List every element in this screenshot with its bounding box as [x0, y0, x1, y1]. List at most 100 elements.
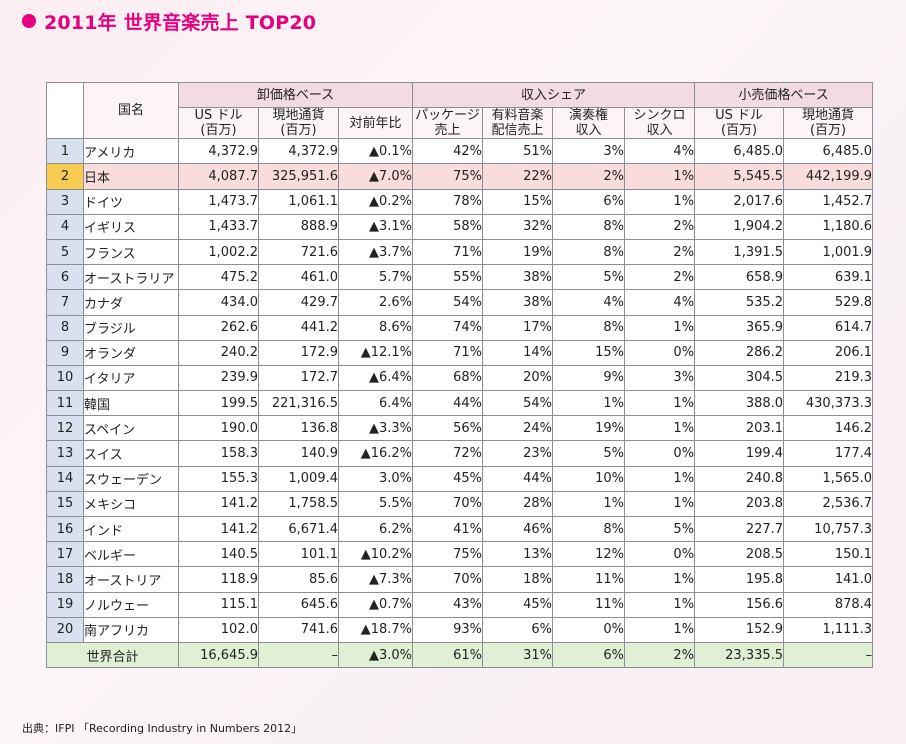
performance-cell: 11% [552, 566, 626, 593]
retail-usd-header: US ドル (百万) [694, 107, 785, 140]
sync-cell: 1% [624, 390, 696, 417]
table-row: 6 オーストラリア 475.2 461.0 5.7% 55% 38% 5% 2% 658.9 639… [46, 264, 874, 291]
download-cell: 44% [482, 465, 554, 492]
retail-usd-cell: 208.5 [694, 541, 785, 568]
download-cell: 38% [482, 264, 554, 291]
country-cell: フランス [83, 238, 179, 266]
retail-local-cell: 177.4 [783, 440, 874, 467]
yoy-cell: ▲10.2% [337, 541, 414, 568]
wholesale-usd-cell: 141.2 [178, 515, 259, 543]
performance-cell: 15% [552, 339, 626, 366]
rank-header [46, 81, 84, 140]
yoy-cell: ▲3.7% [337, 238, 414, 266]
retail-local-cell: 529.8 [783, 289, 874, 316]
download-cell: 13% [482, 541, 554, 568]
wholesale-usd-cell: 1,433.7 [178, 213, 259, 240]
retail-usd-cell: 286.2 [694, 339, 785, 366]
retail-usd-cell: 304.5 [694, 364, 785, 392]
rank-cell: 6 [46, 264, 84, 291]
total-download: 31% [482, 641, 554, 669]
performance-cell: 10% [552, 465, 626, 492]
table-row: 18 オーストリア 118.9 85.6 ▲7.3% 70% 18% 11% 1% 195.8 14… [46, 566, 874, 593]
performance-cell: 8% [552, 314, 626, 341]
wholesale-local-cell: 1,758.5 [258, 490, 339, 518]
country-cell: イタリア [83, 364, 179, 392]
download-cell: 51% [482, 138, 554, 165]
table-row: 3 ドイツ 1,473.7 1,061.1 ▲0.2% 78% 15% 6% 1% 2,017.6… [46, 188, 874, 215]
package-cell: 45% [412, 465, 484, 492]
revenue-group-header: 収入シェア [412, 81, 696, 109]
retail-local-cell: 2,536.7 [783, 490, 874, 518]
retail-usd-cell: 6,485.0 [694, 138, 785, 165]
total-retail-local: – [783, 641, 874, 669]
yoy-header: 対前年比 [337, 107, 414, 140]
yoy-cell: ▲3.1% [337, 213, 414, 240]
performance-cell: 2% [552, 163, 626, 190]
rank-cell: 16 [46, 515, 84, 543]
yoy-cell: ▲0.2% [337, 188, 414, 215]
wholesale-local-cell: 1,009.4 [258, 465, 339, 492]
sync-cell: 2% [624, 213, 696, 240]
performance-cell: 0% [552, 616, 626, 643]
package-cell: 71% [412, 238, 484, 266]
download-cell: 32% [482, 213, 554, 240]
sync-cell: 1% [624, 616, 696, 643]
retail-local-cell: 10,757.3 [783, 515, 874, 543]
rank-cell: 5 [46, 238, 84, 266]
wholesale-local-cell: 6,671.4 [258, 515, 339, 543]
sync-cell: 1% [624, 566, 696, 593]
retail-local-cell: 1,180.6 [783, 213, 874, 240]
yoy-cell: 5.7% [337, 264, 414, 291]
package-cell: 58% [412, 213, 484, 240]
wholesale-usd-cell: 4,372.9 [178, 138, 259, 165]
table-row: 13 スイス 158.3 140.9 ▲16.2% 72% 23% 5% 0% 199.4 177.… [46, 440, 874, 467]
wholesale-usd-cell: 4,087.7 [178, 163, 259, 190]
rank-cell: 14 [46, 465, 84, 492]
download-cell: 18% [482, 566, 554, 593]
wholesale-local-cell: 441.2 [258, 314, 339, 341]
rank-cell: 1 [46, 138, 84, 165]
sales-table: 国名 卸価格ベース 収入シェア 小売価格ベース US ドル (百万) 現地通貨 (百… [46, 81, 874, 669]
table-body: 1 アメリカ 4,372.9 4,372.9 ▲0.1% 42% 51% 3% 4% 6,485.… [46, 138, 874, 643]
yoy-cell: ▲12.1% [337, 339, 414, 366]
retail-local-cell: 1,111.3 [783, 616, 874, 643]
download-cell: 23% [482, 440, 554, 467]
total-wholesale-usd: 16,645.9 [178, 641, 259, 669]
total-label: 世界合計 [46, 641, 179, 669]
rank-cell: 2 [46, 163, 84, 190]
wholesale-usd-cell: 155.3 [178, 465, 259, 492]
yoy-cell: ▲6.4% [337, 364, 414, 392]
total-package: 61% [412, 641, 484, 669]
retail-local-cell: 146.2 [783, 415, 874, 442]
sync-header: シンクロ 収入 [624, 107, 696, 140]
wholesale-local-cell: 888.9 [258, 213, 339, 240]
table-row: 8 ブラジル 262.6 441.2 8.6% 74% 17% 8% 1% 365.9 614.7 [46, 314, 874, 341]
sync-cell: 5% [624, 515, 696, 543]
wholesale-usd-cell: 199.5 [178, 390, 259, 417]
country-cell: メキシコ [83, 490, 179, 518]
package-cell: 70% [412, 566, 484, 593]
performance-cell: 3% [552, 138, 626, 165]
country-cell: ベルギー [83, 541, 179, 568]
download-cell: 6% [482, 616, 554, 643]
table-row: 7 カナダ 434.0 429.7 2.6% 54% 38% 4% 4% 535.2 529.8 [46, 289, 874, 316]
wholesale-usd-cell: 118.9 [178, 566, 259, 593]
retail-usd-cell: 195.8 [694, 566, 785, 593]
sync-cell: 2% [624, 264, 696, 291]
yoy-cell: ▲0.1% [337, 138, 414, 165]
package-cell: 54% [412, 289, 484, 316]
download-cell: 22% [482, 163, 554, 190]
wholesale-usd-cell: 140.5 [178, 541, 259, 568]
package-cell: 93% [412, 616, 484, 643]
sync-cell: 1% [624, 591, 696, 618]
sync-cell: 1% [624, 188, 696, 215]
table-row: 9 オランダ 240.2 172.9 ▲12.1% 71% 14% 15% 0% 286.2 206… [46, 339, 874, 366]
package-cell: 71% [412, 339, 484, 366]
package-cell: 70% [412, 490, 484, 518]
retail-usd-cell: 2,017.6 [694, 188, 785, 215]
wholesale-usd-cell: 102.0 [178, 616, 259, 643]
package-cell: 68% [412, 364, 484, 392]
package-cell: 43% [412, 591, 484, 618]
download-cell: 20% [482, 364, 554, 392]
performance-cell: 9% [552, 364, 626, 392]
